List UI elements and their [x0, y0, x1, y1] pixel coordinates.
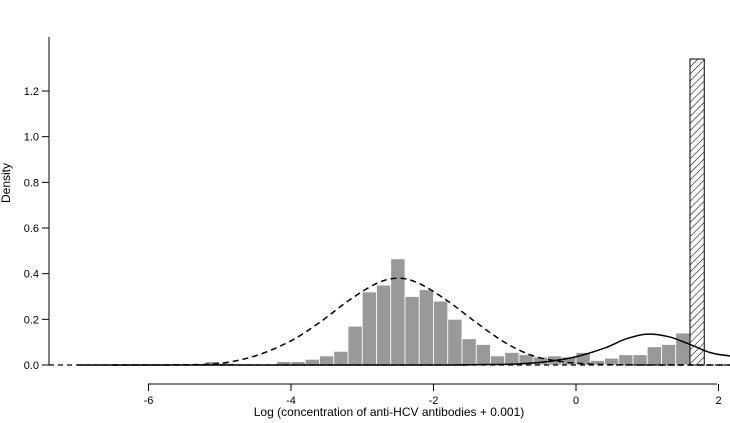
histogram-bar	[504, 352, 520, 366]
x-tick-label: 2	[715, 395, 721, 407]
y-tick-label: 0.8	[24, 177, 39, 189]
histogram-bar	[618, 354, 634, 366]
dashed-density-curve	[112, 277, 730, 366]
y-axis: 0.0 0.2 0.4 0.6 0.8 1.0 1.2	[24, 37, 50, 372]
hatched-bar-group	[689, 58, 705, 366]
y-tick-label: 0.4	[24, 269, 39, 281]
histogram-bar	[390, 258, 406, 366]
histogram-bar	[675, 332, 691, 366]
histogram-bar	[433, 300, 449, 366]
x-axis-label: Log (concentration of anti-HCV antibodie…	[254, 405, 525, 419]
x-tick-label: -4	[286, 395, 296, 407]
x-tick-label: -6	[144, 395, 154, 407]
histogram-bars	[119, 258, 691, 366]
histogram-bar	[461, 338, 477, 366]
histogram-bar	[632, 354, 648, 366]
x-tick-label: 0	[573, 395, 579, 407]
hatched-bar	[689, 58, 705, 366]
histogram-bar	[646, 346, 662, 366]
y-tick-label: 1.2	[24, 86, 39, 98]
histogram-bar	[475, 344, 491, 366]
y-tick-label: 0.6	[24, 223, 39, 235]
histogram-bar	[376, 284, 392, 366]
histogram-bar	[304, 358, 320, 366]
histogram-bar	[404, 296, 420, 366]
histogram-bar	[361, 291, 377, 366]
histogram-bar	[447, 318, 463, 366]
y-tick-label: 1.0	[24, 132, 39, 144]
histogram-bar	[661, 344, 677, 366]
histogram-bar	[418, 289, 434, 366]
x-tick-label: -2	[429, 395, 439, 407]
histogram-bar	[333, 350, 349, 366]
histogram-bar	[347, 325, 363, 366]
y-axis-label: Density	[0, 163, 13, 203]
histogram-bar	[319, 355, 335, 366]
y-tick-label: 0.2	[24, 314, 39, 326]
y-tick-label: 0.0	[24, 360, 39, 372]
x-axis: -6 -4 -2 0 2	[144, 383, 722, 407]
